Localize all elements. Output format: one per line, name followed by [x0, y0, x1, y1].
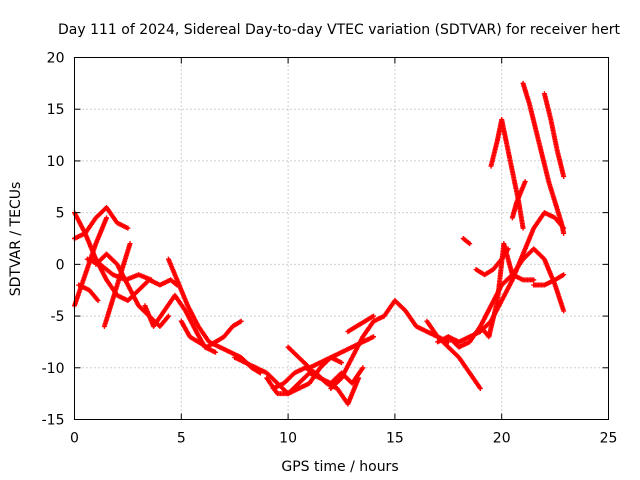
marks-layer	[72, 80, 567, 407]
data-point-marker	[339, 360, 344, 366]
data-point-marker	[165, 313, 171, 319]
data-point-marker	[148, 277, 154, 283]
series-sat-aa	[460, 236, 473, 247]
data-point-marker	[477, 385, 483, 391]
y-tick-label: 5	[56, 206, 65, 222]
data-point-marker	[561, 230, 567, 236]
y-tick-label: 0	[56, 257, 65, 273]
data-point-marker	[445, 339, 451, 345]
series-sat-o	[328, 298, 451, 391]
y-tick-label: 15	[47, 102, 65, 118]
x-axis-label: GPS time / hours	[281, 459, 398, 475]
series-sat-e	[101, 241, 133, 329]
data-point-marker	[104, 215, 110, 221]
axis-layer: 0 5 10 15 20 25 -15 -10 -5 0 5 10 15 20	[42, 51, 618, 447]
x-tick-label: 15	[386, 431, 404, 447]
series-sat-m	[270, 365, 362, 407]
data-point-marker	[561, 308, 567, 314]
data-point-marker	[467, 241, 473, 247]
series-sat-i	[165, 256, 263, 376]
data-point-marker	[238, 318, 244, 324]
chart-title: Day 111 of 2024, Sidereal Day-to-day VTE…	[58, 22, 620, 38]
data-point-marker	[125, 225, 131, 231]
data-point-marker	[212, 349, 218, 355]
x-tick-label: 20	[493, 431, 511, 447]
data-point-marker	[531, 277, 537, 283]
y-tick-label: 10	[47, 154, 65, 170]
data-point-marker	[522, 179, 528, 185]
x-tick-label: 5	[177, 431, 186, 447]
x-tick-label: 25	[600, 431, 618, 447]
data-point-marker	[127, 241, 133, 247]
data-point-marker	[371, 313, 377, 319]
data-point-marker	[95, 298, 101, 304]
data-point-marker	[356, 375, 362, 381]
y-tick-label: -10	[42, 361, 65, 377]
y-tick-label: -15	[42, 413, 65, 429]
series-sat-j	[178, 318, 244, 350]
series-sat-s	[445, 246, 567, 350]
y-tick-label: -5	[51, 309, 65, 325]
x-tick-label: 10	[279, 431, 297, 447]
plot-frame	[74, 57, 609, 420]
data-point-marker	[505, 246, 511, 252]
data-point-marker	[371, 334, 377, 340]
series-sat-v	[488, 117, 526, 231]
data-point-marker	[561, 272, 567, 278]
series-sat-g	[84, 256, 154, 283]
series-sat-d	[76, 282, 101, 304]
data-point-marker	[561, 173, 567, 179]
series-sat-l	[264, 365, 366, 397]
series-sat-x	[520, 80, 567, 236]
series-sat-w	[509, 179, 528, 221]
series-sat-z	[531, 272, 567, 288]
y-tick-label: 20	[47, 51, 65, 67]
series-sat-q	[424, 318, 483, 391]
series-sat-u	[473, 246, 511, 278]
data-point-marker	[360, 365, 366, 371]
data-point-marker	[520, 225, 526, 231]
x-tick-label: 0	[70, 431, 79, 447]
y-axis-label: SDTVAR / TECUs	[8, 182, 24, 297]
series-sat-p	[345, 313, 377, 335]
series-sat-y	[541, 91, 567, 179]
